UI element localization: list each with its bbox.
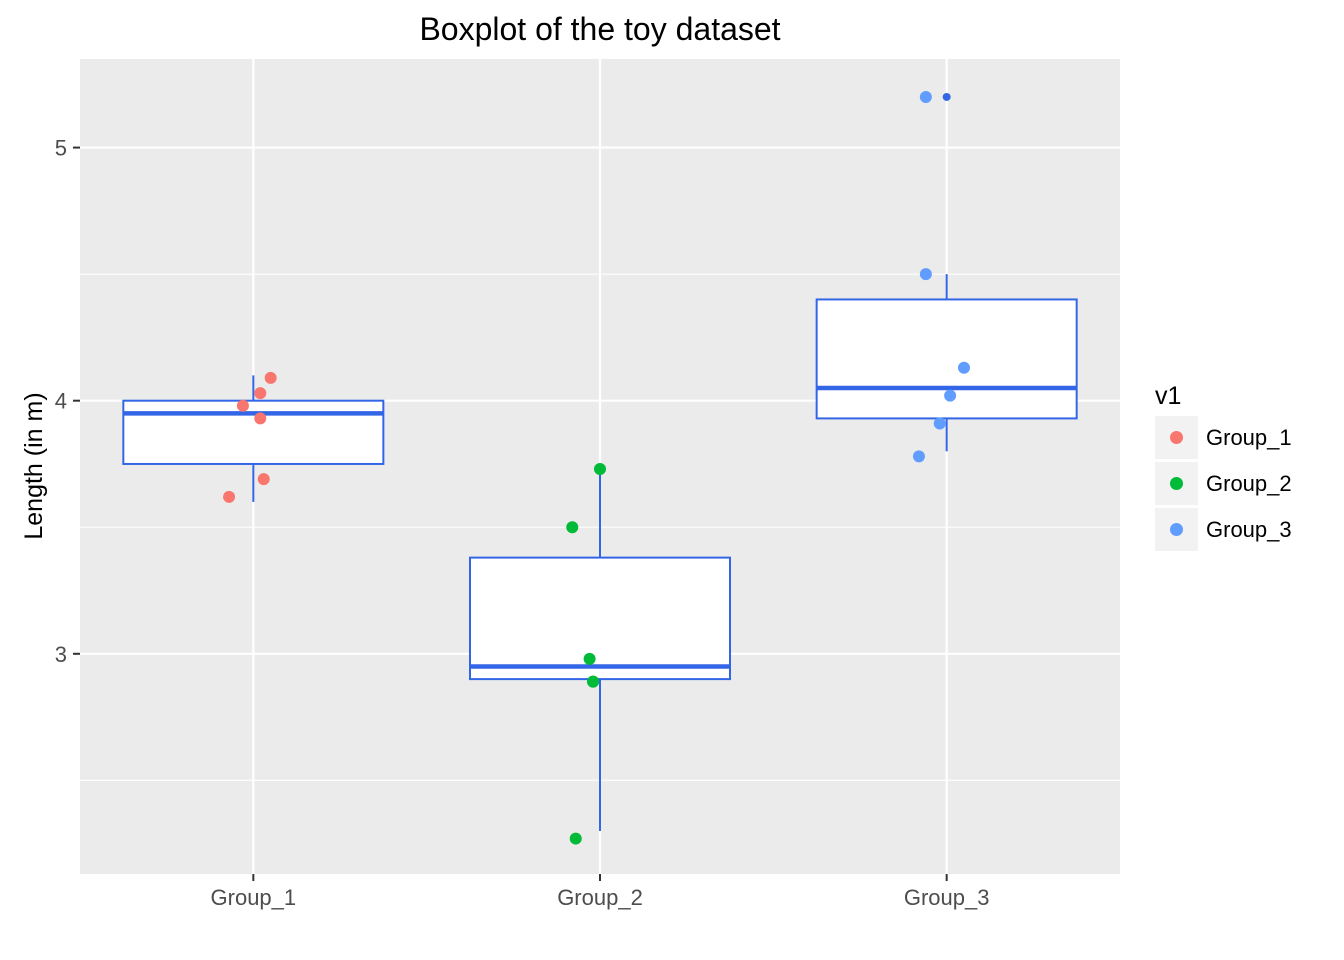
data-point-group-1: [254, 387, 267, 400]
legend-entry-group-1: Group_1: [1155, 416, 1292, 459]
data-points: [223, 90, 970, 845]
data-point-group-2: [583, 652, 596, 665]
y-tick-label: 5: [55, 136, 67, 161]
legend-title: v1: [1155, 382, 1181, 410]
boxplot-group-2: [469, 469, 731, 831]
legend-swatch: [1170, 523, 1183, 536]
data-point-group-1: [257, 473, 270, 486]
data-point-group-2: [566, 521, 579, 534]
data-point-group-1: [254, 412, 267, 425]
x-tick-label: Group_1: [211, 885, 297, 910]
data-point-group-2: [587, 675, 600, 688]
y-tick-label: 3: [55, 642, 67, 667]
legend-swatch: [1170, 477, 1183, 490]
data-point-group-3: [944, 389, 957, 402]
data-point-group-1: [236, 399, 249, 412]
y-tick-label: 4: [55, 389, 67, 414]
legend-swatch: [1170, 431, 1183, 444]
legend-label: Group_1: [1206, 425, 1292, 450]
data-point-group-3: [912, 450, 925, 463]
box-iqr: [815, 298, 1078, 420]
axes: 3 4 5 Group_1 Group_2 Group_3: [55, 136, 990, 910]
legend-entry-group-2: Group_2: [1155, 462, 1292, 505]
data-point-group-1: [264, 371, 277, 384]
chart-title: Boxplot of the toy dataset: [419, 11, 780, 47]
data-point-group-3: [919, 268, 932, 281]
legend-label: Group_3: [1206, 517, 1292, 542]
outlier-point: [942, 92, 951, 101]
data-point-group-1: [223, 490, 236, 503]
data-point-group-3: [933, 417, 946, 430]
legend: v1 Group_1 Group_2 Group_3: [1155, 382, 1292, 551]
legend-label: Group_2: [1206, 471, 1292, 496]
box-iqr: [122, 399, 385, 465]
data-point-group-2: [569, 832, 582, 845]
boxplot-group-1: [122, 375, 385, 502]
legend-entry-group-3: Group_3: [1155, 508, 1292, 551]
data-point-group-2: [594, 463, 606, 476]
box-iqr: [469, 556, 731, 681]
data-point-group-3: [919, 90, 932, 103]
x-tick-label: Group_2: [557, 885, 643, 910]
data-point-group-3: [958, 361, 970, 374]
y-axis-title: Length (in m): [20, 392, 48, 539]
x-tick-label: Group_3: [904, 885, 990, 910]
